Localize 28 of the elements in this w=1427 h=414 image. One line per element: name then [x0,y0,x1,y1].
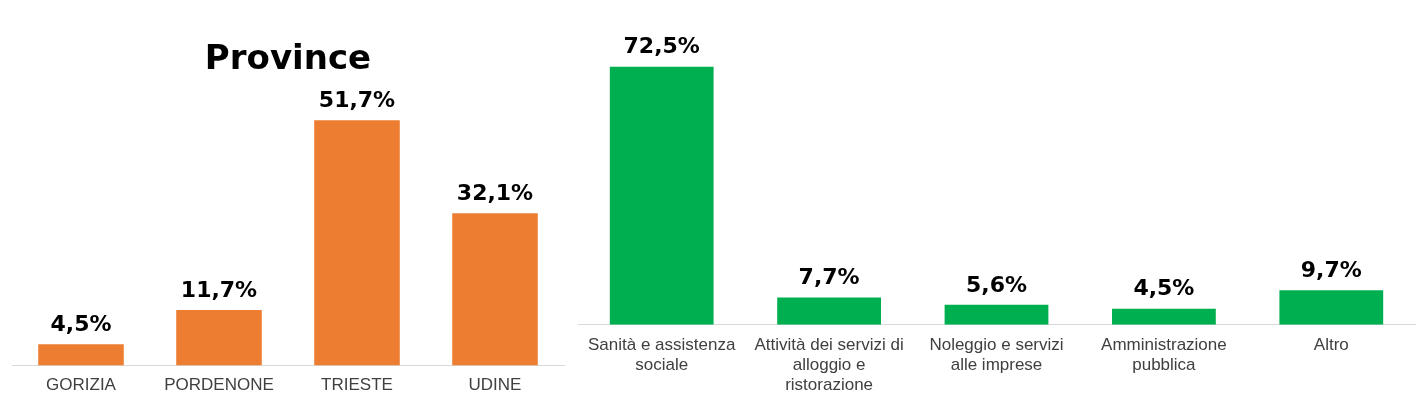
bar [38,344,124,366]
x-tick-label: GORIZIA [46,375,117,395]
x-tick-label: TRIESTE [321,375,393,395]
data-label: 32,1% [456,179,534,205]
bar [777,297,881,325]
x-tick-label: Amministrazione pubblica [1101,334,1227,375]
x-tick-label: Noleggio e servizi alle imprese [929,334,1064,375]
bar [314,120,400,366]
bar [609,66,714,325]
data-label: 9,7% [1300,256,1362,282]
data-label: 72,5% [623,33,700,59]
data-label: 4,5% [1133,275,1195,301]
bar [452,213,538,366]
bar [944,304,1049,325]
x-tick-label: Sanità e assistenza sociale [587,334,736,375]
data-label: 4,5% [50,310,112,336]
x-tick-label: Attività dei servizi di alloggio e ristorazione [754,334,904,395]
x-tick-label: Altro [1313,334,1349,354]
chart-title: Province [204,37,372,78]
bar [176,310,262,366]
data-label: 5,6% [965,271,1028,297]
data-label: 11,7% [180,276,258,302]
bar [1112,308,1216,325]
x-tick-label: UDINE [468,375,522,395]
data-label: 7,7% [798,264,860,290]
x-tick-label: PORDENONE [164,375,274,395]
data-label: 51,7% [318,86,396,112]
bar [1279,290,1384,325]
